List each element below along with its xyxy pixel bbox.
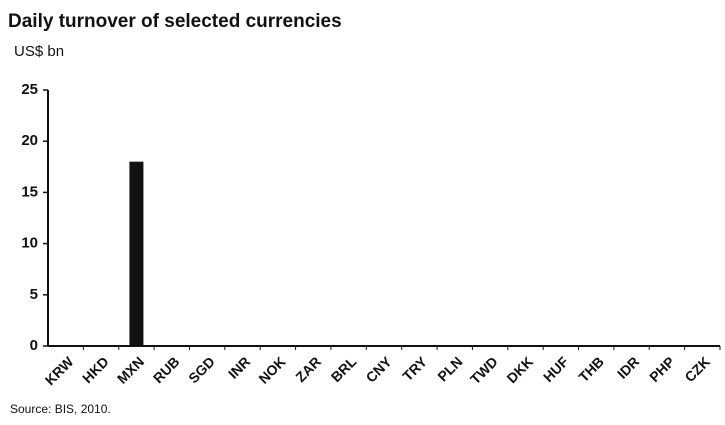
y-tick-label: 0 [30,337,38,354]
x-tick-label: TRY [399,353,430,384]
x-tick-label: HKD [79,353,112,386]
y-tick-label: 5 [30,286,38,303]
y-tick-label: 20 [21,132,38,149]
y-tick-label: 10 [21,235,38,252]
x-tick-label: CZK [681,353,713,385]
x-tick-label: CNY [363,353,396,386]
x-tick-label: DKK [503,353,536,386]
y-tick-label: 15 [21,183,38,200]
x-tick-label: BRL [328,353,360,385]
x-tick-label: PLN [434,353,465,384]
x-tick-label: INR [225,353,253,381]
x-tick-label: PHP [646,353,678,385]
source: Source: BIS, 2010. [10,402,111,416]
x-tick-label: HUF [540,353,572,385]
x-tick-label: RUB [150,353,183,386]
chart-title: Daily turnover of selected currencies [8,11,342,32]
bar [129,161,144,346]
x-tick-label: TWD [467,353,501,387]
y-tick-label: 25 [21,81,38,98]
x-tick-label: THB [575,353,607,385]
x-tick-label: MXN [114,353,147,386]
chart-subtitle: US$ bn [14,43,64,60]
x-tick-label: ZAR [292,353,324,385]
x-tick-label: IDR [614,353,642,381]
x-tick-label: NOK [255,353,288,386]
x-tick-label: KRW [42,353,77,388]
x-tick-label: SGD [185,353,218,386]
